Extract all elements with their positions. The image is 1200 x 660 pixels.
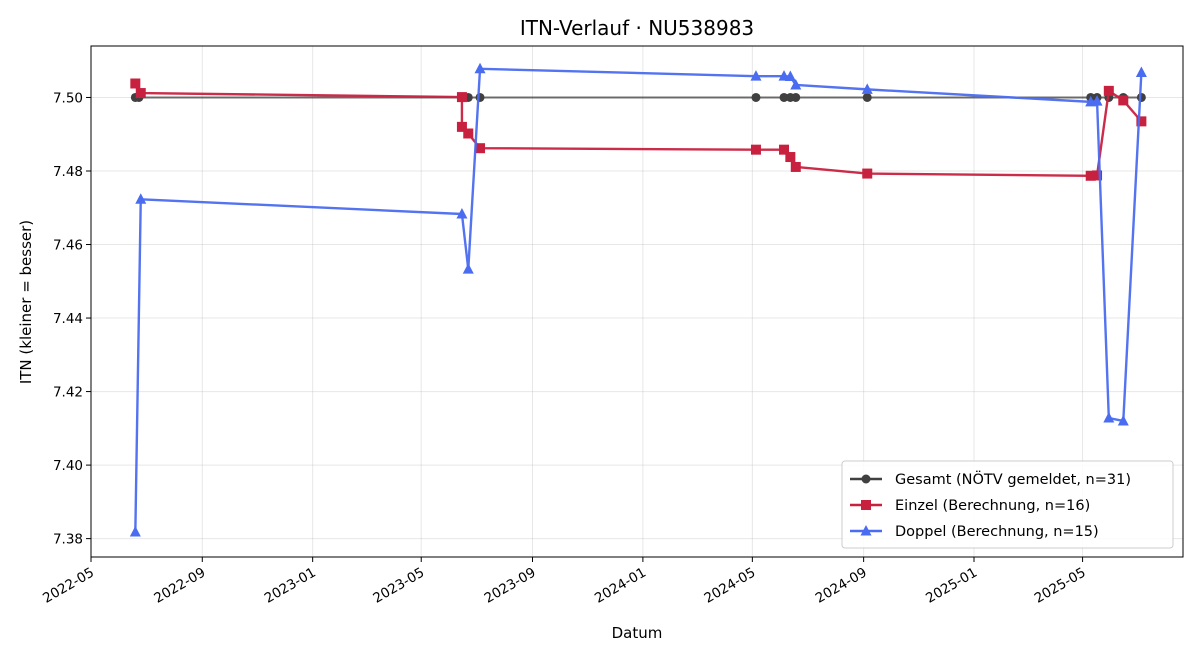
y-axis-ticks: 7.38 7.40 7.42 7.44 7.46 7.48 7.50 <box>53 90 91 548</box>
data-point <box>1103 85 1114 96</box>
x-tick-label: 2025-05 <box>1032 565 1089 607</box>
legend-label: Doppel (Berechnung, n=15) <box>895 524 1099 540</box>
series-3 <box>129 62 1147 537</box>
legend: Gesamt (NÖTV gemeldet, n=31) Einzel (Bere… <box>841 460 1174 549</box>
y-axis-label: ITN (kleiner = besser) <box>17 220 35 384</box>
x-axis-ticks: 2022-05 2022-09 2023-01 2023-05 2023-09 2024-… <box>40 557 1089 607</box>
y-tick-label: 7.44 <box>53 311 83 327</box>
series-layer <box>129 62 1147 537</box>
data-point <box>750 144 761 155</box>
data-point <box>784 70 796 82</box>
data-point <box>751 92 761 102</box>
data-point <box>135 193 147 204</box>
data-point <box>791 92 801 102</box>
x-tick-label: 2022-09 <box>151 565 208 607</box>
data-point <box>456 121 467 132</box>
data-point <box>862 168 873 179</box>
y-tick-label: 7.42 <box>53 385 83 401</box>
data-point <box>790 78 802 90</box>
data-point <box>129 526 141 537</box>
data-point <box>1103 412 1115 423</box>
legend-label: Einzel (Berechnung, n=16) <box>895 498 1090 514</box>
x-tick-label: 2023-01 <box>262 565 319 607</box>
y-tick-label: 7.40 <box>53 458 83 474</box>
data-point <box>790 161 801 172</box>
legend-box <box>841 460 1174 549</box>
chart-title: ITN-Verlauf · NU538983 <box>520 16 754 40</box>
data-point <box>779 92 789 102</box>
data-point <box>779 144 790 155</box>
data-point <box>1117 414 1129 426</box>
data-point <box>1136 116 1147 127</box>
x-tick-label: 2023-05 <box>370 565 427 607</box>
x-tick-label: 2022-05 <box>40 565 97 607</box>
data-point <box>1085 170 1096 181</box>
y-tick-label: 7.48 <box>53 164 83 180</box>
legend-entry: Einzel (Berechnung, n=16) <box>850 498 1090 514</box>
data-point <box>135 88 146 99</box>
data-point <box>861 83 873 94</box>
data-point <box>862 92 872 102</box>
data-point <box>462 263 474 274</box>
x-tick-label: 2024-01 <box>592 565 649 607</box>
data-point <box>475 143 486 154</box>
data-point <box>456 208 468 219</box>
x-tick-label: 2024-05 <box>702 565 759 607</box>
data-point <box>456 92 467 103</box>
x-axis-label: Datum <box>612 624 663 642</box>
legend-entry: Gesamt (NÖTV gemeldet, n=31) <box>850 470 1131 488</box>
x-tick-label: 2023-09 <box>482 565 539 607</box>
x-tick-label: 2024-09 <box>813 565 870 607</box>
data-point <box>1091 95 1103 106</box>
data-point <box>785 152 796 163</box>
data-point <box>463 128 474 139</box>
legend-label: Gesamt (NÖTV gemeldet, n=31) <box>895 470 1131 488</box>
y-tick-label: 7.38 <box>53 532 83 548</box>
x-tick-label: 2025-01 <box>923 565 980 607</box>
data-point <box>1118 95 1129 106</box>
data-point <box>474 62 486 74</box>
legend-swatch-marker <box>861 500 871 510</box>
data-point <box>1092 170 1103 181</box>
data-point <box>1135 66 1147 77</box>
series-2 <box>130 78 1147 181</box>
data-point <box>130 78 141 89</box>
legend-swatch-marker <box>861 474 871 484</box>
data-point <box>750 70 762 81</box>
data-point <box>475 92 485 102</box>
legend-swatch-marker <box>860 525 872 536</box>
y-tick-label: 7.50 <box>53 90 83 106</box>
legend-entry: Doppel (Berechnung, n=15) <box>850 524 1099 540</box>
plot-frame <box>90 45 1184 558</box>
y-tick-label: 7.46 <box>53 238 83 254</box>
